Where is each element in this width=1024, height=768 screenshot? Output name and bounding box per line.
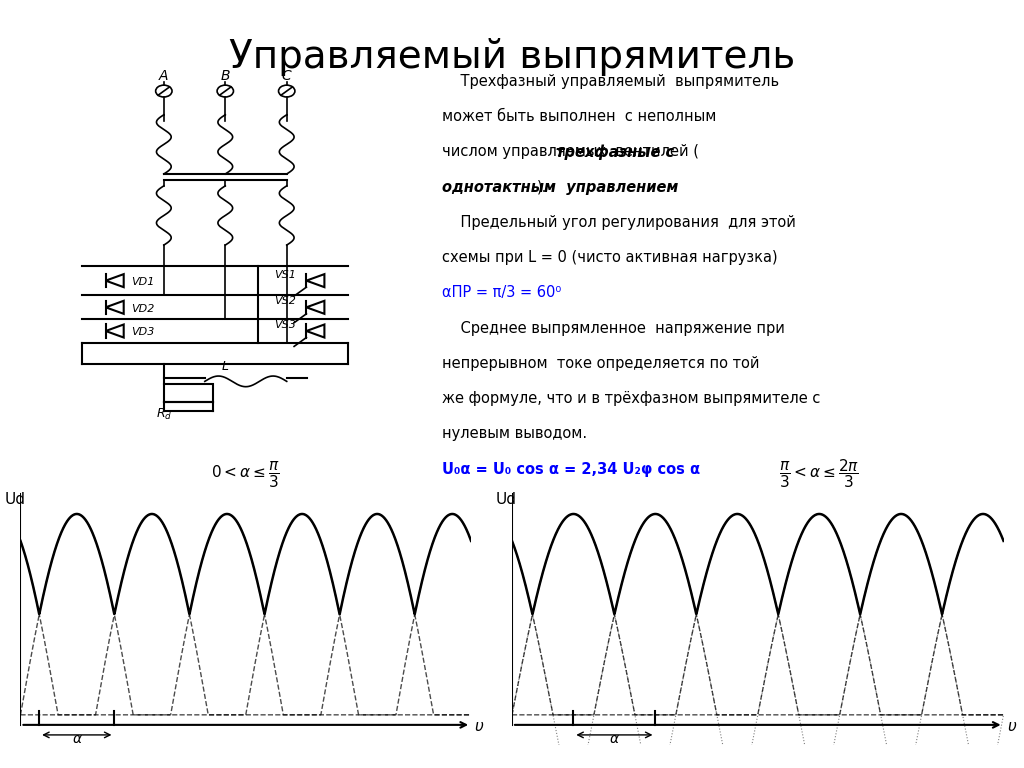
Text: A: A — [159, 69, 169, 83]
Text: VS2: VS2 — [274, 296, 296, 306]
Text: B: B — [220, 69, 230, 83]
Text: α: α — [73, 732, 81, 746]
Text: C: C — [282, 69, 292, 83]
Text: VS1: VS1 — [274, 270, 296, 280]
Text: нулевым выводом.: нулевым выводом. — [441, 426, 587, 442]
Text: $0 < \alpha \leq \dfrac{\pi}{3}$: $0 < \alpha \leq \dfrac{\pi}{3}$ — [211, 460, 281, 490]
Text: однотактным  управлением: однотактным управлением — [441, 180, 683, 194]
Text: Среднее выпрямленное  напряжение при: Среднее выпрямленное напряжение при — [441, 321, 784, 336]
Text: L: L — [222, 360, 228, 373]
Text: $R_d$: $R_d$ — [156, 406, 172, 422]
Text: Ud: Ud — [4, 492, 26, 507]
Text: ).: ). — [537, 180, 547, 194]
Text: Трехфазный управляемый  выпрямитель: Трехфазный управляемый выпрямитель — [441, 74, 779, 89]
Text: трехфазные с: трехфазные с — [556, 144, 674, 160]
Text: α: α — [610, 732, 618, 746]
FancyBboxPatch shape — [164, 384, 213, 402]
Text: Предельный угол регулирования  для этой: Предельный угол регулирования для этой — [441, 215, 796, 230]
Text: υ: υ — [1008, 719, 1016, 734]
Text: может быть выполнен  с неполным: может быть выполнен с неполным — [441, 109, 716, 124]
Text: VS3: VS3 — [274, 320, 296, 330]
Text: числом управляемых  вентилей (: числом управляемых вентилей ( — [441, 144, 698, 160]
Text: Ud: Ud — [496, 492, 517, 507]
Text: VD2: VD2 — [131, 304, 155, 314]
Text: непрерывном  токе определяется по той: непрерывном токе определяется по той — [441, 356, 759, 371]
Text: VD3: VD3 — [131, 327, 155, 337]
Text: схемы при L = 0 (чисто активная нагрузка): схемы при L = 0 (чисто активная нагрузка… — [441, 250, 777, 265]
Text: же формуле, что и в трёхфазном выпрямителе с: же формуле, что и в трёхфазном выпрямите… — [441, 391, 820, 406]
Text: $\dfrac{\pi}{3} < \alpha \leq \dfrac{2\pi}{3}$: $\dfrac{\pi}{3} < \alpha \leq \dfrac{2\p… — [779, 457, 859, 490]
Text: αПΡ = π/3 = 60⁰: αПΡ = π/3 = 60⁰ — [441, 286, 561, 300]
Text: υ: υ — [475, 719, 483, 734]
Text: Управляемый выпрямитель: Управляемый выпрямитель — [229, 38, 795, 76]
Text: VD1: VD1 — [131, 277, 155, 287]
Text: U₀α = U₀ cos α = 2,34 U₂φ cos α: U₀α = U₀ cos α = 2,34 U₂φ cos α — [441, 462, 699, 477]
